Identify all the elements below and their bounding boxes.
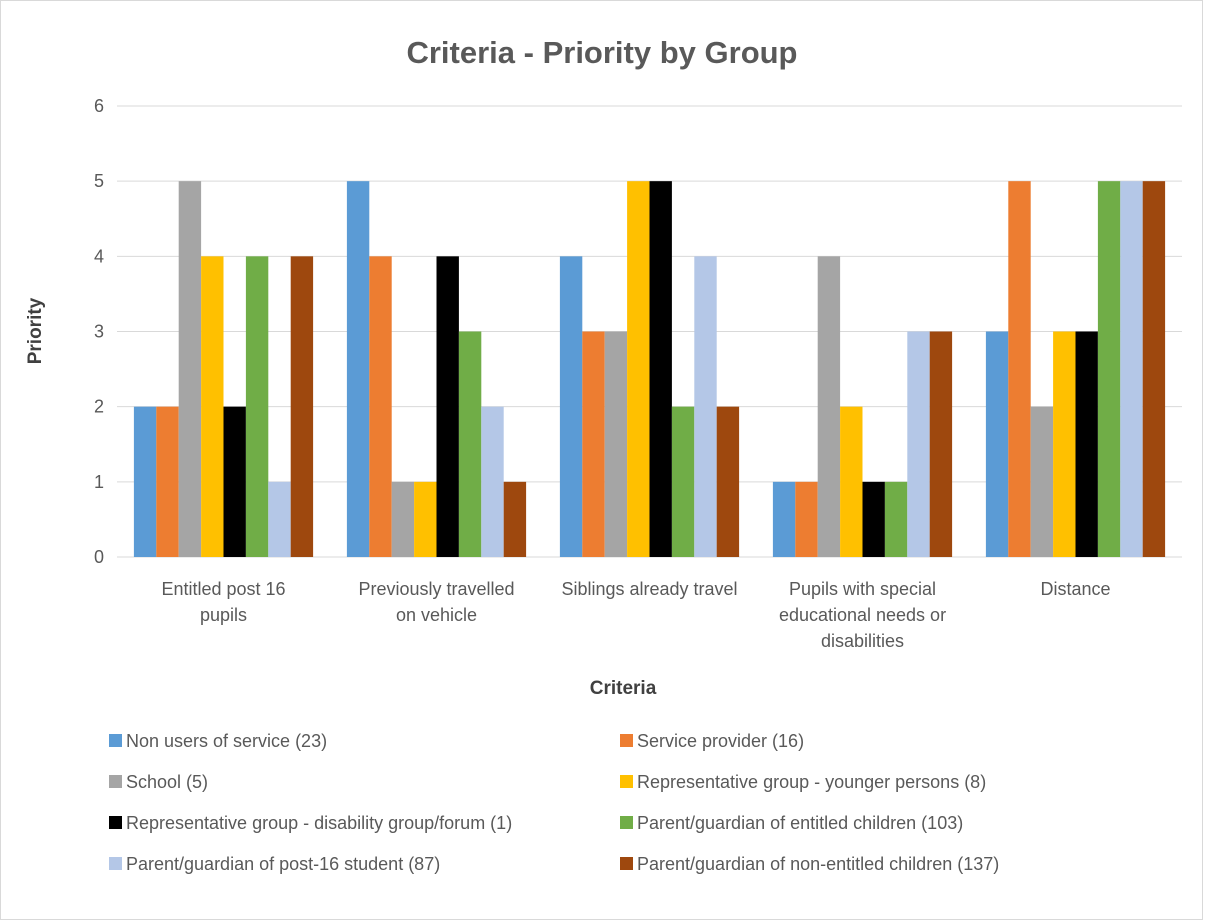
bar <box>907 331 930 557</box>
bar <box>201 256 224 557</box>
bar <box>369 256 392 557</box>
category-labels: Entitled post 16 pupils Previously travell… <box>161 579 1110 651</box>
bar <box>694 256 717 557</box>
legend-swatch <box>620 734 633 747</box>
bar <box>133 406 157 557</box>
bar <box>649 181 672 557</box>
bar <box>1008 181 1031 557</box>
category-label: on vehicle <box>396 605 477 625</box>
bar <box>671 406 695 557</box>
bar <box>604 331 628 557</box>
bar <box>559 256 583 557</box>
bar <box>414 481 437 557</box>
category-label: Siblings already travel <box>561 579 737 599</box>
bar <box>1053 331 1076 557</box>
legend-label: Parent/guardian of entitled children (10… <box>637 813 963 833</box>
y-tick-label: 1 <box>94 472 104 492</box>
category-label: Previously travelled <box>358 579 514 599</box>
category-label: disabilities <box>821 631 904 651</box>
bar <box>716 406 740 557</box>
bar <box>1075 331 1098 557</box>
bar <box>503 481 527 557</box>
bar <box>1142 181 1166 557</box>
legend-swatch <box>109 857 122 870</box>
bar <box>223 406 246 557</box>
legend-swatch <box>109 734 122 747</box>
category-label: pupils <box>200 605 247 625</box>
legend-swatch <box>109 816 122 829</box>
legend-label: Parent/guardian of non-entitled children… <box>637 854 999 874</box>
bar <box>985 331 1009 557</box>
legend-label: Non users of service (23) <box>126 731 327 751</box>
bar <box>391 481 415 557</box>
y-tick-label: 4 <box>94 246 104 266</box>
bar <box>458 331 482 557</box>
bar <box>156 406 179 557</box>
bar <box>582 331 605 557</box>
category-label: educational needs or <box>779 605 946 625</box>
legend: Non users of service (23) Service provide… <box>109 731 999 874</box>
y-tick-label: 2 <box>94 397 104 417</box>
bar <box>772 481 796 557</box>
legend-label: School (5) <box>126 772 208 792</box>
bar <box>1030 406 1054 557</box>
bar <box>481 406 504 557</box>
bar <box>627 181 650 557</box>
legend-swatch <box>620 816 633 829</box>
bar <box>268 481 291 557</box>
y-tick-label: 0 <box>94 547 104 567</box>
bar <box>840 406 863 557</box>
bar <box>1120 181 1143 557</box>
legend-label: Parent/guardian of post-16 student (87) <box>126 854 440 874</box>
legend-label: Service provider (16) <box>637 731 804 751</box>
legend-swatch <box>620 775 633 788</box>
legend-swatch <box>620 857 633 870</box>
y-tick-label: 5 <box>94 171 104 191</box>
category-label: Distance <box>1040 579 1110 599</box>
bar <box>795 481 818 557</box>
bar <box>1097 181 1121 557</box>
bar <box>290 256 314 557</box>
bar <box>862 481 885 557</box>
legend-swatch <box>109 775 122 788</box>
legend-label: Representative group - disability group/… <box>126 813 512 833</box>
y-tick-labels: 0 1 2 3 4 5 6 <box>94 96 104 567</box>
category-label: Pupils with special <box>789 579 936 599</box>
bars <box>133 181 1166 557</box>
category-label: Entitled post 16 <box>161 579 285 599</box>
legend-label: Representative group - younger persons (… <box>637 772 986 792</box>
bar <box>178 181 202 557</box>
x-axis-title: Criteria <box>590 678 657 699</box>
y-tick-label: 6 <box>94 96 104 116</box>
y-axis-title: Priority <box>25 297 46 364</box>
y-tick-label: 3 <box>94 322 104 342</box>
bar <box>436 256 459 557</box>
chart-title: Criteria - Priority by Group <box>406 35 797 70</box>
bar <box>245 256 269 557</box>
bar <box>929 331 953 557</box>
bar <box>884 481 908 557</box>
bar <box>346 181 370 557</box>
bar <box>817 256 841 557</box>
